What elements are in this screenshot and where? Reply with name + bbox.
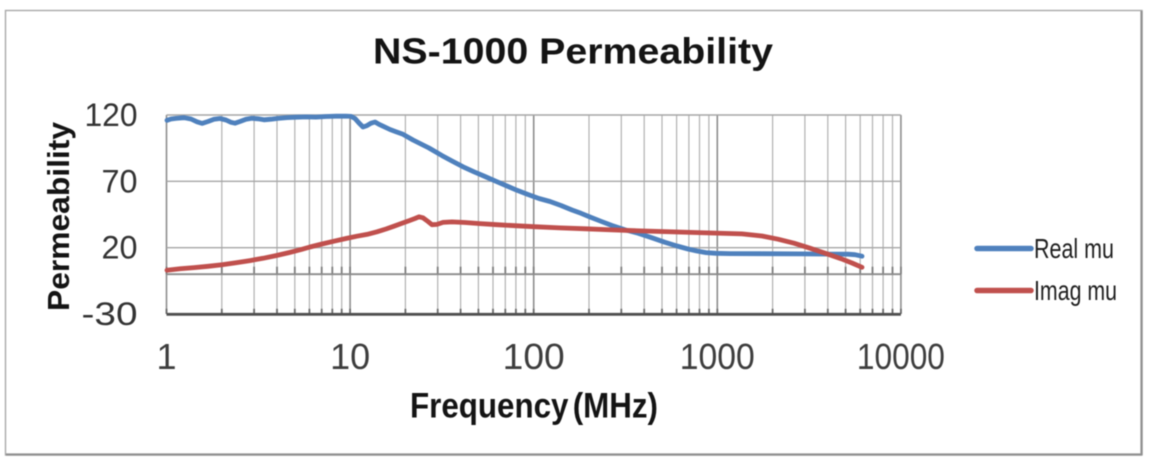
svg-text:20: 20 (102, 230, 138, 266)
svg-text:1: 1 (156, 336, 176, 377)
svg-text:NS-1000 Permeability: NS-1000 Permeability (373, 31, 773, 72)
svg-text:Imag mu: Imag mu (1034, 275, 1117, 306)
svg-text:10: 10 (330, 336, 370, 377)
svg-text:10000: 10000 (857, 336, 945, 377)
svg-text:Frequency (MHz): Frequency (MHz) (410, 387, 658, 426)
svg-text:-30: -30 (82, 296, 138, 332)
svg-text:Permeability: Permeability (41, 121, 76, 311)
svg-text:1000: 1000 (680, 336, 755, 377)
svg-text:Real mu: Real mu (1034, 233, 1114, 264)
svg-text:120: 120 (85, 97, 138, 133)
svg-text:70: 70 (102, 163, 138, 199)
svg-text:100: 100 (503, 336, 565, 377)
